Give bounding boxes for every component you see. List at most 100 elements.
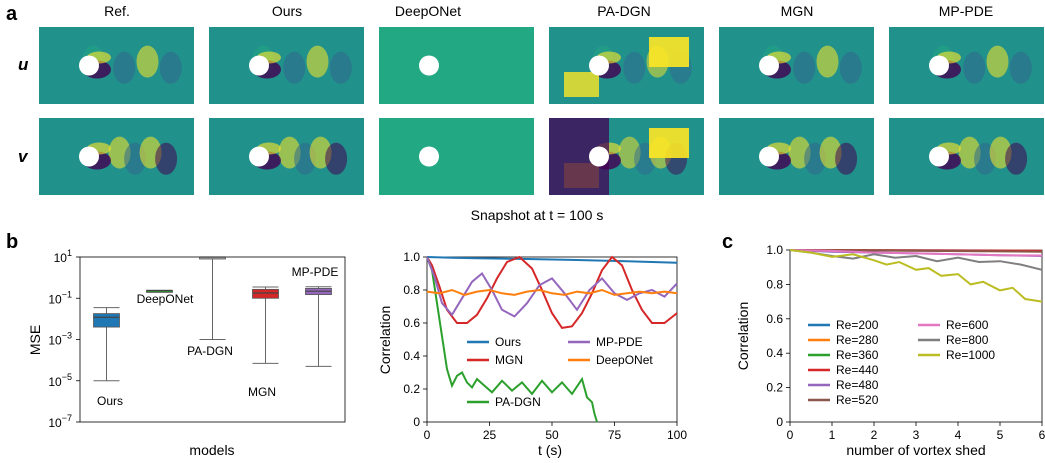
xtick-label: 75: [608, 428, 622, 442]
panel-letter-b: b: [6, 231, 18, 253]
box-x-axis-label: models: [189, 442, 234, 458]
ytick-label: 0.8: [766, 277, 783, 291]
ytick-label: 0: [413, 415, 420, 429]
cylinder-obstacle: [249, 55, 269, 76]
field-u-5: [889, 27, 1044, 104]
box-ytick-label: 10−3: [48, 331, 72, 348]
xtick-label: 2: [871, 428, 878, 442]
ytick-label: 1.0: [766, 243, 783, 257]
line-x-axis-label: t (s): [538, 442, 562, 458]
box-ytick-label: 10−5: [48, 372, 72, 389]
legend-label: Ours: [495, 335, 521, 349]
snapshot-caption: Snapshot at t = 100 s: [471, 207, 604, 223]
box-ytick-label: 10−1: [48, 289, 72, 306]
legend-label: Re=200: [836, 318, 879, 332]
ytick-label: 0.6: [403, 316, 420, 330]
series-deeponet: [426, 288, 678, 296]
panel-letter-c: c: [722, 231, 733, 253]
legend-label: Re=800: [946, 333, 989, 347]
legend-label: Re=280: [836, 333, 879, 347]
panel-a: Ref. Ours DeepONet PA-DGN MGN MP-PDE u v…: [18, 3, 1044, 223]
cylinder-obstacle: [79, 55, 99, 76]
ytick-label: 0.2: [403, 382, 420, 396]
box-label-ours: Ours: [97, 394, 123, 408]
legend-label: Re=440: [836, 363, 879, 377]
xtick-label: 5: [997, 428, 1004, 442]
legend-label: Re=480: [836, 378, 879, 392]
series-re=1000: [789, 249, 1043, 303]
re-plot-frame: [789, 249, 1043, 423]
box-label-mgn: MGN: [248, 385, 276, 399]
col-title-ours: Ours: [272, 3, 302, 19]
col-title-mgn: MGN: [781, 3, 814, 19]
panel-letter-a: a: [6, 3, 18, 25]
series-re=600: [789, 249, 1043, 257]
series-mgn: [426, 255, 678, 329]
box-y-axis-label: MSE: [27, 325, 43, 355]
legend-label: Re=1000: [946, 348, 995, 362]
ytick-label: 0.4: [403, 349, 420, 363]
re-y-axis-label: Correlation: [735, 302, 751, 370]
field-u-4: [719, 27, 874, 104]
cylinder-obstacle: [759, 55, 779, 76]
legend-label: Re=360: [836, 348, 879, 362]
field-u-3: [549, 27, 704, 104]
xtick-label: 100: [667, 428, 687, 442]
ytick-label: 0.8: [403, 283, 420, 297]
cylinder-obstacle: [419, 146, 439, 167]
field-v-4: [719, 118, 874, 195]
field-u-2: [379, 27, 534, 104]
series-pa-dgn: [426, 256, 598, 423]
xtick-label: 50: [545, 428, 559, 442]
xtick-label: 4: [955, 428, 962, 442]
field-v-1: [209, 118, 364, 195]
mse-box-chart: MSE models 101 10−1 10−3 10−5 10−7 Ours DeepO…: [27, 248, 346, 458]
legend-label: MP-PDE: [596, 335, 643, 349]
ytick-label: 0.4: [766, 346, 783, 360]
cylinder-obstacle: [929, 146, 949, 167]
box-label-deeponet: DeepONet: [137, 292, 194, 306]
ytick-label: 0.2: [766, 381, 783, 395]
field-v-5: [889, 118, 1044, 195]
xtick-label: 0: [787, 428, 794, 442]
line-y-axis-label: Correlation: [377, 306, 393, 374]
box-mgn: MGN: [248, 286, 279, 399]
xtick-label: 3: [913, 428, 920, 442]
box-pa-dgn: PA-DGN: [187, 256, 233, 358]
legend-label: MGN: [495, 353, 523, 367]
cylinder-obstacle: [929, 55, 949, 76]
series-ours: [426, 256, 678, 264]
row-label-u: u: [18, 55, 29, 74]
col-title-padgn: PA-DGN: [597, 3, 650, 19]
cylinder-obstacle: [249, 146, 269, 167]
cylinder-obstacle: [79, 146, 99, 167]
box-label-mp-pde: MP-PDE: [292, 265, 339, 279]
legend-label: Re=520: [836, 393, 879, 407]
box-ytick-label: 10−7: [48, 413, 72, 430]
ytick-label: 0: [776, 415, 783, 429]
box-ytick-label: 101: [54, 248, 72, 265]
col-title-ref: Ref.: [104, 3, 130, 19]
correlation-vortex-chart: Correlation number of vortex shed 0 1 2 3 4 5…: [735, 243, 1045, 458]
box-label-pa-dgn: PA-DGN: [187, 344, 233, 358]
ytick-label: 0.6: [766, 312, 783, 326]
xtick-label: 0: [424, 428, 431, 442]
row-label-v: v: [18, 147, 29, 166]
xtick-label: 6: [1039, 428, 1045, 442]
col-title-deeponet: DeepONet: [395, 3, 461, 19]
cylinder-obstacle: [589, 55, 609, 76]
box-deeponet: DeepONet: [137, 289, 194, 306]
ytick-label: 1.0: [403, 250, 420, 264]
xtick-label: 1: [829, 428, 836, 442]
field-u-1: [209, 27, 364, 104]
legend-label: PA-DGN: [495, 395, 541, 409]
series-mp-pde: [426, 256, 678, 318]
re-x-axis-label: number of vortex shed: [846, 442, 985, 458]
xtick-label: 25: [483, 428, 497, 442]
field-v-2: [379, 118, 534, 195]
field-v-3: [549, 118, 704, 195]
box-ours: Ours: [93, 307, 123, 408]
box-mp-pde: MP-PDE: [292, 265, 339, 367]
legend-label: Re=600: [946, 318, 989, 332]
